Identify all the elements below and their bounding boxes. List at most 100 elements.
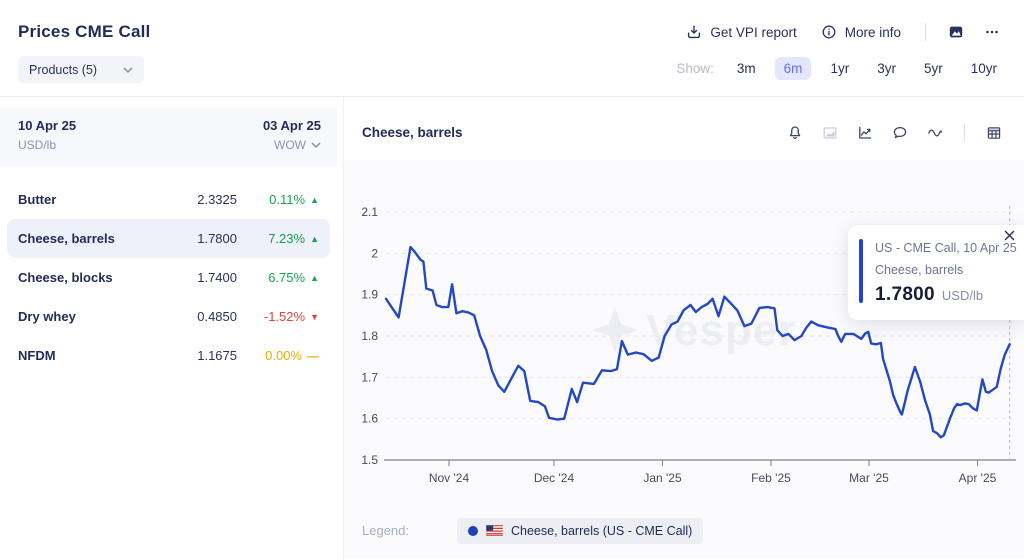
chart-card: Cheese, barrels (343, 97, 1024, 559)
product-change: 7.23% ▲ (268, 231, 319, 246)
get-vpi-report-button[interactable]: Get VPI report (678, 20, 804, 44)
legend-item-label: Cheese, barrels (US - CME Call) (511, 523, 693, 538)
product-name: Dry whey (18, 309, 76, 324)
show-option-10yr[interactable]: 10yr (962, 57, 1006, 80)
chart-toolbar (781, 121, 1008, 145)
tooltip-value: 1.7800 (875, 284, 935, 305)
alert-button[interactable] (781, 121, 809, 145)
close-icon[interactable] (1002, 228, 1017, 243)
product-name: Cheese, blocks (18, 270, 113, 285)
product-change: 6.75% ▲ (268, 270, 319, 285)
show-options: 3m 6m 1yr 3yr 5yr 10yr (728, 57, 1006, 80)
wow-dropdown[interactable]: WOW (274, 138, 321, 152)
products-dropdown-label: Products (5) (29, 62, 98, 77)
product-name: NFDM (18, 348, 56, 363)
tooltip-value-row: 1.7800 USD/lb (875, 284, 1014, 306)
bell-icon (789, 125, 801, 139)
product-change: 0.11% ▲ (269, 192, 319, 207)
svg-text:Apr '25: Apr '25 (959, 471, 997, 485)
page-title: Prices CME Call (18, 22, 151, 41)
legend-item[interactable]: Cheese, barrels (US - CME Call) (457, 517, 704, 544)
compare-date-column: 03 Apr 25 WOW (263, 118, 321, 166)
table-row[interactable]: Dry whey 0.4850 -1.52% ▼ (7, 297, 330, 336)
area-chart-button[interactable] (816, 121, 844, 145)
down-arrow-icon: ▼ (310, 311, 319, 322)
chart-header: Cheese, barrels (344, 97, 1024, 160)
tooltip-unit: USD/lb (941, 288, 984, 303)
legend-row: Legend: Cheese, barrels (US - CME Call (344, 502, 1024, 559)
wave-icon (928, 129, 942, 136)
info-icon (822, 25, 836, 39)
product-price: 1.1675 (197, 348, 237, 363)
svg-text:Vesper: Vesper (646, 306, 796, 355)
chevron-down-icon (123, 66, 133, 73)
up-arrow-icon: ▲ (310, 272, 319, 283)
show-option-1yr[interactable]: 1yr (821, 57, 858, 80)
svg-text:Mar '25: Mar '25 (849, 471, 889, 485)
svg-text:1.9: 1.9 (361, 288, 378, 302)
product-change: -1.52% ▼ (263, 309, 319, 324)
up-arrow-icon: ▲ (310, 233, 319, 244)
price-rows: Butter 2.3325 0.11% ▲ Cheese, barrels 1.7800 7… (0, 180, 337, 375)
product-name: Cheese, barrels (18, 231, 115, 246)
svg-text:1.7: 1.7 (361, 370, 378, 384)
tooltip-series-line: US - CME Call, 10 Apr 25 (875, 241, 1017, 255)
wow-label: WOW (274, 138, 306, 152)
svg-text:1.8: 1.8 (361, 329, 378, 343)
more-menu-button[interactable] (978, 20, 1006, 44)
series-dot-icon (468, 525, 478, 536)
comments-button[interactable] (886, 121, 914, 145)
svg-text:Dec '24: Dec '24 (534, 471, 575, 485)
wave-button[interactable] (921, 121, 949, 145)
content: 10 Apr 25 USD/lb 03 Apr 25 WOW Butter 2.3… (0, 97, 1024, 559)
svg-text:2.1: 2.1 (361, 205, 378, 219)
compare-date: 03 Apr 25 (262, 118, 321, 133)
table-row[interactable]: Cheese, barrels 1.7800 7.23% ▲ (7, 219, 330, 258)
svg-text:1.6: 1.6 (361, 412, 378, 426)
snapshot-button[interactable] (942, 20, 970, 44)
product-name: Butter (18, 192, 57, 207)
show-label: Show: (676, 61, 714, 76)
table-row[interactable]: Butter 2.3325 0.11% ▲ (7, 180, 330, 219)
tooltip-product-line: Cheese, barrels (875, 263, 964, 277)
more-info-label: More info (844, 24, 901, 40)
products-dropdown[interactable]: Products (5) (18, 56, 144, 83)
table-view-button[interactable] (980, 121, 1008, 145)
table-row[interactable]: Cheese, blocks 1.7400 6.75% ▲ (7, 258, 330, 297)
show-option-5yr[interactable]: 5yr (915, 57, 952, 80)
get-vpi-report-label: Get VPI report (710, 24, 797, 40)
current-date-column: 10 Apr 25 USD/lb (18, 118, 76, 166)
up-arrow-icon: ▲ (310, 194, 319, 205)
line-chart-icon (859, 126, 872, 139)
svg-text:Jan '25: Jan '25 (643, 471, 682, 485)
svg-text:Nov '24: Nov '24 (429, 471, 470, 485)
chart-title: Cheese, barrels (362, 125, 463, 140)
price-panel: 10 Apr 25 USD/lb 03 Apr 25 WOW Butter 2.3… (0, 97, 337, 559)
unit-label: USD/lb (18, 138, 57, 152)
more-info-button[interactable]: More info (813, 20, 909, 44)
us-flag-icon (486, 525, 503, 536)
price-chart[interactable]: Vesper 1.5 1.6 1.7 1.8 1.9 2 2.1 Nov '24 Dec '24 J… (344, 160, 1023, 502)
product-price: 1.7800 (197, 231, 237, 246)
header-left: Prices CME Call Products (5) (18, 0, 150, 96)
show-option-3m[interactable]: 3m (728, 57, 765, 80)
toolbar-divider (964, 123, 965, 142)
show-option-3yr[interactable]: 3yr (868, 57, 905, 80)
svg-text:2: 2 (371, 246, 378, 260)
product-price: 2.3325 (197, 192, 237, 207)
product-change: 0.00% — (265, 348, 319, 363)
chart-tooltip: US - CME Call, 10 Apr 25 Cheese, barrels… (848, 225, 1024, 320)
chart-area: Vesper 1.5 1.6 1.7 1.8 1.9 2 2.1 Nov '24 Dec '24 J… (344, 160, 1024, 502)
table-row[interactable]: NFDM 1.1675 0.00% — (7, 336, 330, 375)
time-range-selector: Show: 3m 6m 1yr 3yr 5yr 10yr (676, 57, 1006, 80)
line-chart-button[interactable] (851, 121, 879, 145)
table-icon (987, 126, 1001, 139)
product-price: 0.4850 (197, 309, 237, 324)
show-option-6m[interactable]: 6m (774, 57, 812, 80)
image-icon (949, 26, 963, 38)
svg-text:Feb '25: Feb '25 (751, 471, 791, 485)
current-date: 10 Apr 25 (18, 118, 77, 133)
download-icon (688, 25, 701, 39)
area-chart-icon (823, 126, 837, 139)
